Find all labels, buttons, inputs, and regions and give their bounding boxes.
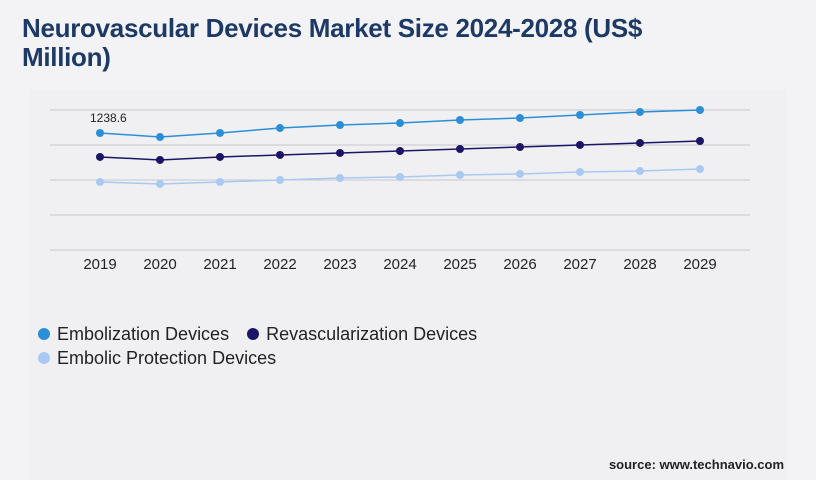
legend-marker [247,328,260,340]
x-tick-label: 2026 [503,256,536,273]
x-tick-label: 2023 [323,256,356,273]
data-point [576,111,584,120]
data-point [156,155,164,164]
data-point [576,140,584,149]
x-tick-label: 2022 [263,256,296,273]
data-point [516,143,524,152]
x-tick-label: 2021 [203,256,236,273]
data-point [636,167,644,176]
x-tick-label: 2025 [443,256,476,273]
data-point [96,152,104,161]
data-point [96,128,104,137]
legend-label: Revascularization Devices [266,323,478,344]
data-point [696,136,704,145]
legend-label: Embolization Devices [57,323,230,344]
source: source: www.technavio.com [608,457,784,472]
x-tick-label: 2019 [83,256,116,273]
data-point [396,172,404,181]
data-point [516,169,524,178]
x-tick-label: 2027 [563,256,596,273]
data-point [276,124,284,133]
x-tick-label: 2024 [383,256,416,273]
data-point [636,107,644,116]
data-point [276,176,284,184]
data-point [636,138,644,147]
legend-item: Revascularization Devices [247,322,477,346]
data-point [396,146,404,155]
data-point [216,128,224,137]
data-point [456,145,464,154]
x-tick-label: 2020 [143,256,176,273]
legend: Embolization Devices Revascularization De… [38,322,518,370]
data-point [96,177,104,186]
data-point [396,119,404,128]
data-point [216,177,224,186]
data-point [216,152,224,161]
data-label: 1238.6 [90,111,127,125]
legend-label: Embolic Protection Devices [57,347,277,368]
data-point [456,170,464,179]
data-point [156,179,164,188]
data-point [516,114,524,123]
legend-marker [38,352,50,364]
legend-item: Embolization Devices [38,322,229,346]
legend-item: Embolic Protection Devices [38,346,276,370]
data-point [336,121,344,130]
data-point [336,148,344,157]
data-point [276,150,284,159]
data-point [336,174,344,183]
data-point [456,116,464,125]
data-point [696,165,704,174]
legend-marker [38,328,50,340]
chart-title: Neurovascular Devices Market Size 2024-2… [22,13,643,72]
data-point [156,133,164,142]
data-point [696,106,704,114]
panel [30,90,786,480]
x-tick-label: 2029 [683,256,716,273]
data-point [576,167,584,176]
x-tick-label: 2028 [623,256,656,273]
